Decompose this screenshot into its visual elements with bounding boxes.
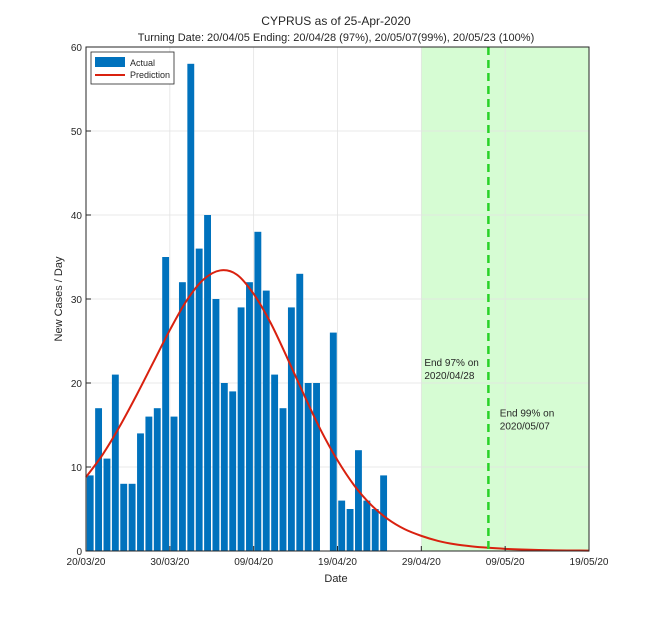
bar-actual <box>153 408 161 551</box>
legend-swatch-actual <box>95 57 125 67</box>
bar-actual <box>371 509 379 551</box>
bar-actual <box>296 273 304 551</box>
bar-actual <box>329 332 337 551</box>
bar-actual <box>271 374 279 551</box>
bar-actual <box>229 391 237 551</box>
legend-label-actual: Actual <box>130 58 155 68</box>
end-annotation: End 99% on 2020/05/07 <box>500 409 555 433</box>
y-axis-label: New Cases / Day <box>53 256 65 341</box>
x-tick-label: 20/03/20 <box>67 557 106 568</box>
bar-actual <box>137 433 144 551</box>
bar-actual <box>262 290 270 551</box>
bar-actual <box>86 475 94 551</box>
x-tick-label: 19/05/20 <box>570 557 609 568</box>
y-tick-label: 30 <box>71 295 83 306</box>
bar-actual <box>338 500 346 551</box>
bar-actual <box>103 458 111 551</box>
bar-actual <box>304 383 312 551</box>
bar-actual <box>128 483 136 551</box>
bar-actual <box>287 307 295 551</box>
x-tick-label: 30/03/20 <box>150 557 189 568</box>
x-tick-label: 09/04/20 <box>234 557 273 568</box>
bar-actual <box>195 248 203 551</box>
x-tick-label: 09/05/20 <box>486 557 525 568</box>
y-tick-label: 50 <box>71 127 83 138</box>
bar-actual <box>279 408 287 551</box>
x-tick-label: 29/04/20 <box>402 557 441 568</box>
y-tick-label: 10 <box>71 463 83 474</box>
bar-actual <box>313 383 320 551</box>
bar-actual <box>355 450 362 551</box>
chart-title: CYPRUS as of 25-Apr-2020 <box>261 14 411 28</box>
bar-actual <box>95 408 103 551</box>
bar-actual <box>187 63 195 552</box>
bar-actual <box>363 500 371 551</box>
legend-label-prediction: Prediction <box>130 70 170 80</box>
y-tick-label: 60 <box>71 43 83 54</box>
bar-actual <box>204 215 211 551</box>
bar-actual <box>254 231 262 552</box>
y-tick-label: 40 <box>71 211 83 222</box>
bar-actual <box>145 416 153 551</box>
end-annotation: End 97% on 2020/04/28 <box>424 358 479 382</box>
x-axis-label: Date <box>324 573 347 585</box>
bar-actual <box>380 475 388 551</box>
y-tick-label: 20 <box>71 379 83 390</box>
bar-actual <box>120 483 128 551</box>
legend: Actual Prediction <box>90 51 175 85</box>
chart-subtitle: Turning Date: 20/04/05 Ending: 20/04/28 … <box>138 32 534 44</box>
bar-actual <box>246 282 253 551</box>
x-tick-label: 19/04/20 <box>318 557 357 568</box>
bar-actual <box>111 374 119 551</box>
y-tick-label: 0 <box>76 547 82 558</box>
bar-actual <box>178 282 186 551</box>
bar-actual <box>170 416 178 551</box>
bar-actual <box>346 509 354 551</box>
bar-actual <box>237 307 245 551</box>
bar-actual <box>162 257 170 551</box>
bar-actual <box>212 299 220 551</box>
bar-actual <box>220 383 228 551</box>
